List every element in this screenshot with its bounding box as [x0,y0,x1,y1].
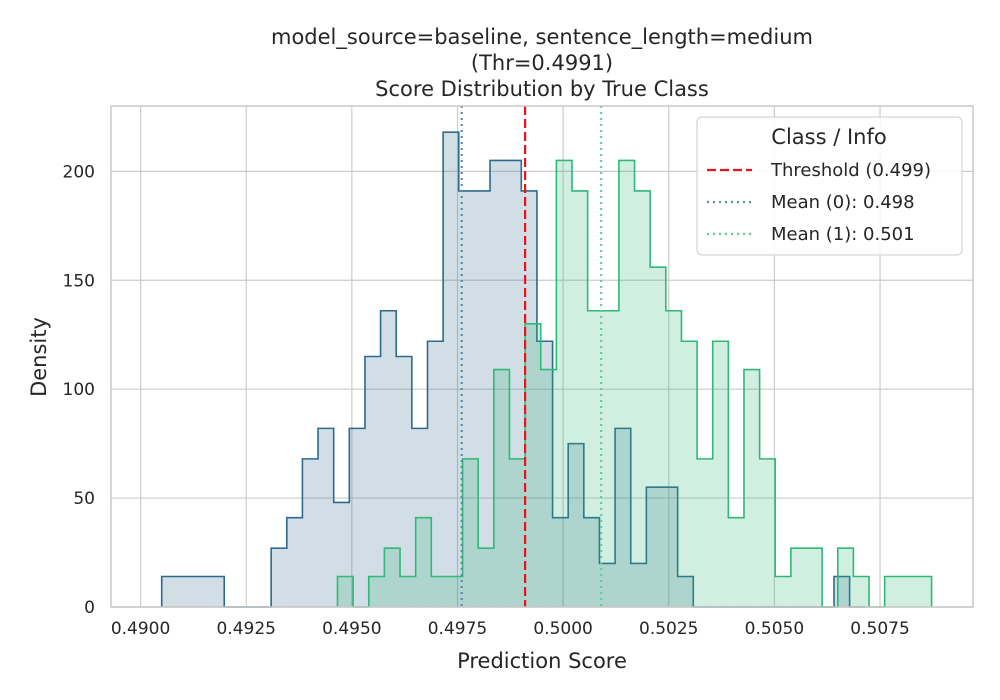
class-1-bin-8 [462,458,479,607]
class-0-bin-1 [177,576,193,607]
class-1-bin-21 [665,310,682,607]
class-0-bin-13 [364,356,381,607]
class-1-bin-35 [884,576,901,607]
class-1-bin-30 [806,548,823,607]
x-tick-label-5: 0.5025 [639,619,698,639]
class-0-bin-26 [568,443,584,607]
class-1-bin-9 [478,548,494,607]
legend-title: Class / Info [771,125,886,149]
y-tick-label-2: 100 [63,380,95,400]
class-1-bin-22 [681,341,698,607]
reference-lines [460,106,603,607]
class-1-bin-14 [556,160,573,607]
class-1-bin-37 [915,576,932,607]
y-tick-label-0: 0 [84,598,95,618]
legend-threshold-label: Threshold (0.499) [770,160,931,181]
class-0-bin-14 [380,310,397,607]
class-0-bin-27 [583,517,600,607]
class-0-bin-0 [161,576,178,607]
class-1-bin-18 [618,160,635,607]
chart-title-line-3: Score Distribution by True Class [375,77,709,101]
class-1-bin-26 [743,369,760,607]
class-0-bin-15 [396,356,412,607]
class-1-bin-33 [853,576,870,607]
class-1-bin-20 [650,267,666,607]
class-1-bin-17 [603,310,619,607]
class-1-bin-3 [384,548,401,607]
class-1-bin-15 [572,190,588,607]
class-0-bin-2 [192,576,209,607]
chart-title-line-1: model_source=baseline, sentence_length=m… [271,25,813,50]
y-tick-label-1: 50 [73,489,95,509]
legend-box [696,116,963,256]
class-1-bin-2 [368,576,385,607]
class-0-bin-3 [208,576,225,607]
class-1-bin-10 [493,369,510,607]
class-0-bin-18 [443,132,459,607]
class-0-bin-33 [677,576,694,607]
class-1-bin-11 [509,458,526,607]
x-axis-label: Prediction Score [457,649,627,673]
class-1-bin-7 [446,576,463,607]
class-0-bin-12 [349,428,365,607]
class-0-bin-31 [646,487,663,607]
chart-title-line-2: (Thr=0.4991) [471,51,613,75]
class-0-bin-29 [615,428,631,607]
class-0-bin-24 [536,341,553,607]
class-0-bin-25 [552,517,569,607]
class-1-bin-4 [400,576,416,607]
class-1-bin-36 [900,576,916,607]
x-tick-label-4: 0.5000 [533,619,592,639]
class-1-bin-24 [712,341,729,607]
class-1-bin-29 [790,548,807,607]
class-1-bin-32 [837,548,854,607]
class-1-bin-12 [525,323,541,607]
class-1-bin-5 [415,517,432,607]
class-1-bin-28 [775,576,791,607]
class-0-bin-9 [302,458,319,607]
class-0-bin-30 [630,563,647,607]
y-tick-label-4: 200 [63,162,95,182]
legend-mean0-label: Mean (0): 0.498 [771,192,915,213]
legend: Class / Info Threshold (0.499) Mean (0):… [696,116,963,256]
class-1-histogram [336,159,933,608]
class-1-bin-25 [728,517,744,607]
x-tick-label-1: 0.4925 [216,619,275,639]
class-0-bin-28 [599,563,616,607]
x-tick-label-6: 0.5050 [745,619,804,639]
class-1-bin-13 [540,369,557,607]
y-axis-label: Density [27,317,51,397]
y-tick-label-3: 150 [63,271,95,291]
class-0-bin-10 [318,428,334,607]
x-tick-label-0: 0.4900 [111,619,170,639]
class-0-bin-7 [271,548,287,607]
class-1-bin-19 [634,190,651,607]
x-tick-label-3: 0.4975 [428,619,487,639]
class-0-bin-22 [505,160,522,607]
class-0-bin-32 [662,487,678,607]
x-tick-label-7: 0.5075 [850,619,909,639]
class-1-bin-23 [697,458,713,607]
class-1-bin-16 [587,310,604,607]
x-axis-ticks: 0.4900 0.4925 0.4950 0.4975 0.5000 0.5025 0.50… [111,619,910,639]
class-1-bin-6 [431,576,447,607]
class-0-bin-8 [286,517,303,607]
y-axis-ticks: 0 50 100 150 200 [63,162,95,618]
class-1-bin-27 [759,458,776,607]
plot-frame [110,105,974,608]
legend-mean1-label: Mean (1): 0.501 [771,224,915,245]
class-1-bin-0 [337,576,354,607]
x-tick-label-2: 0.4950 [322,619,381,639]
